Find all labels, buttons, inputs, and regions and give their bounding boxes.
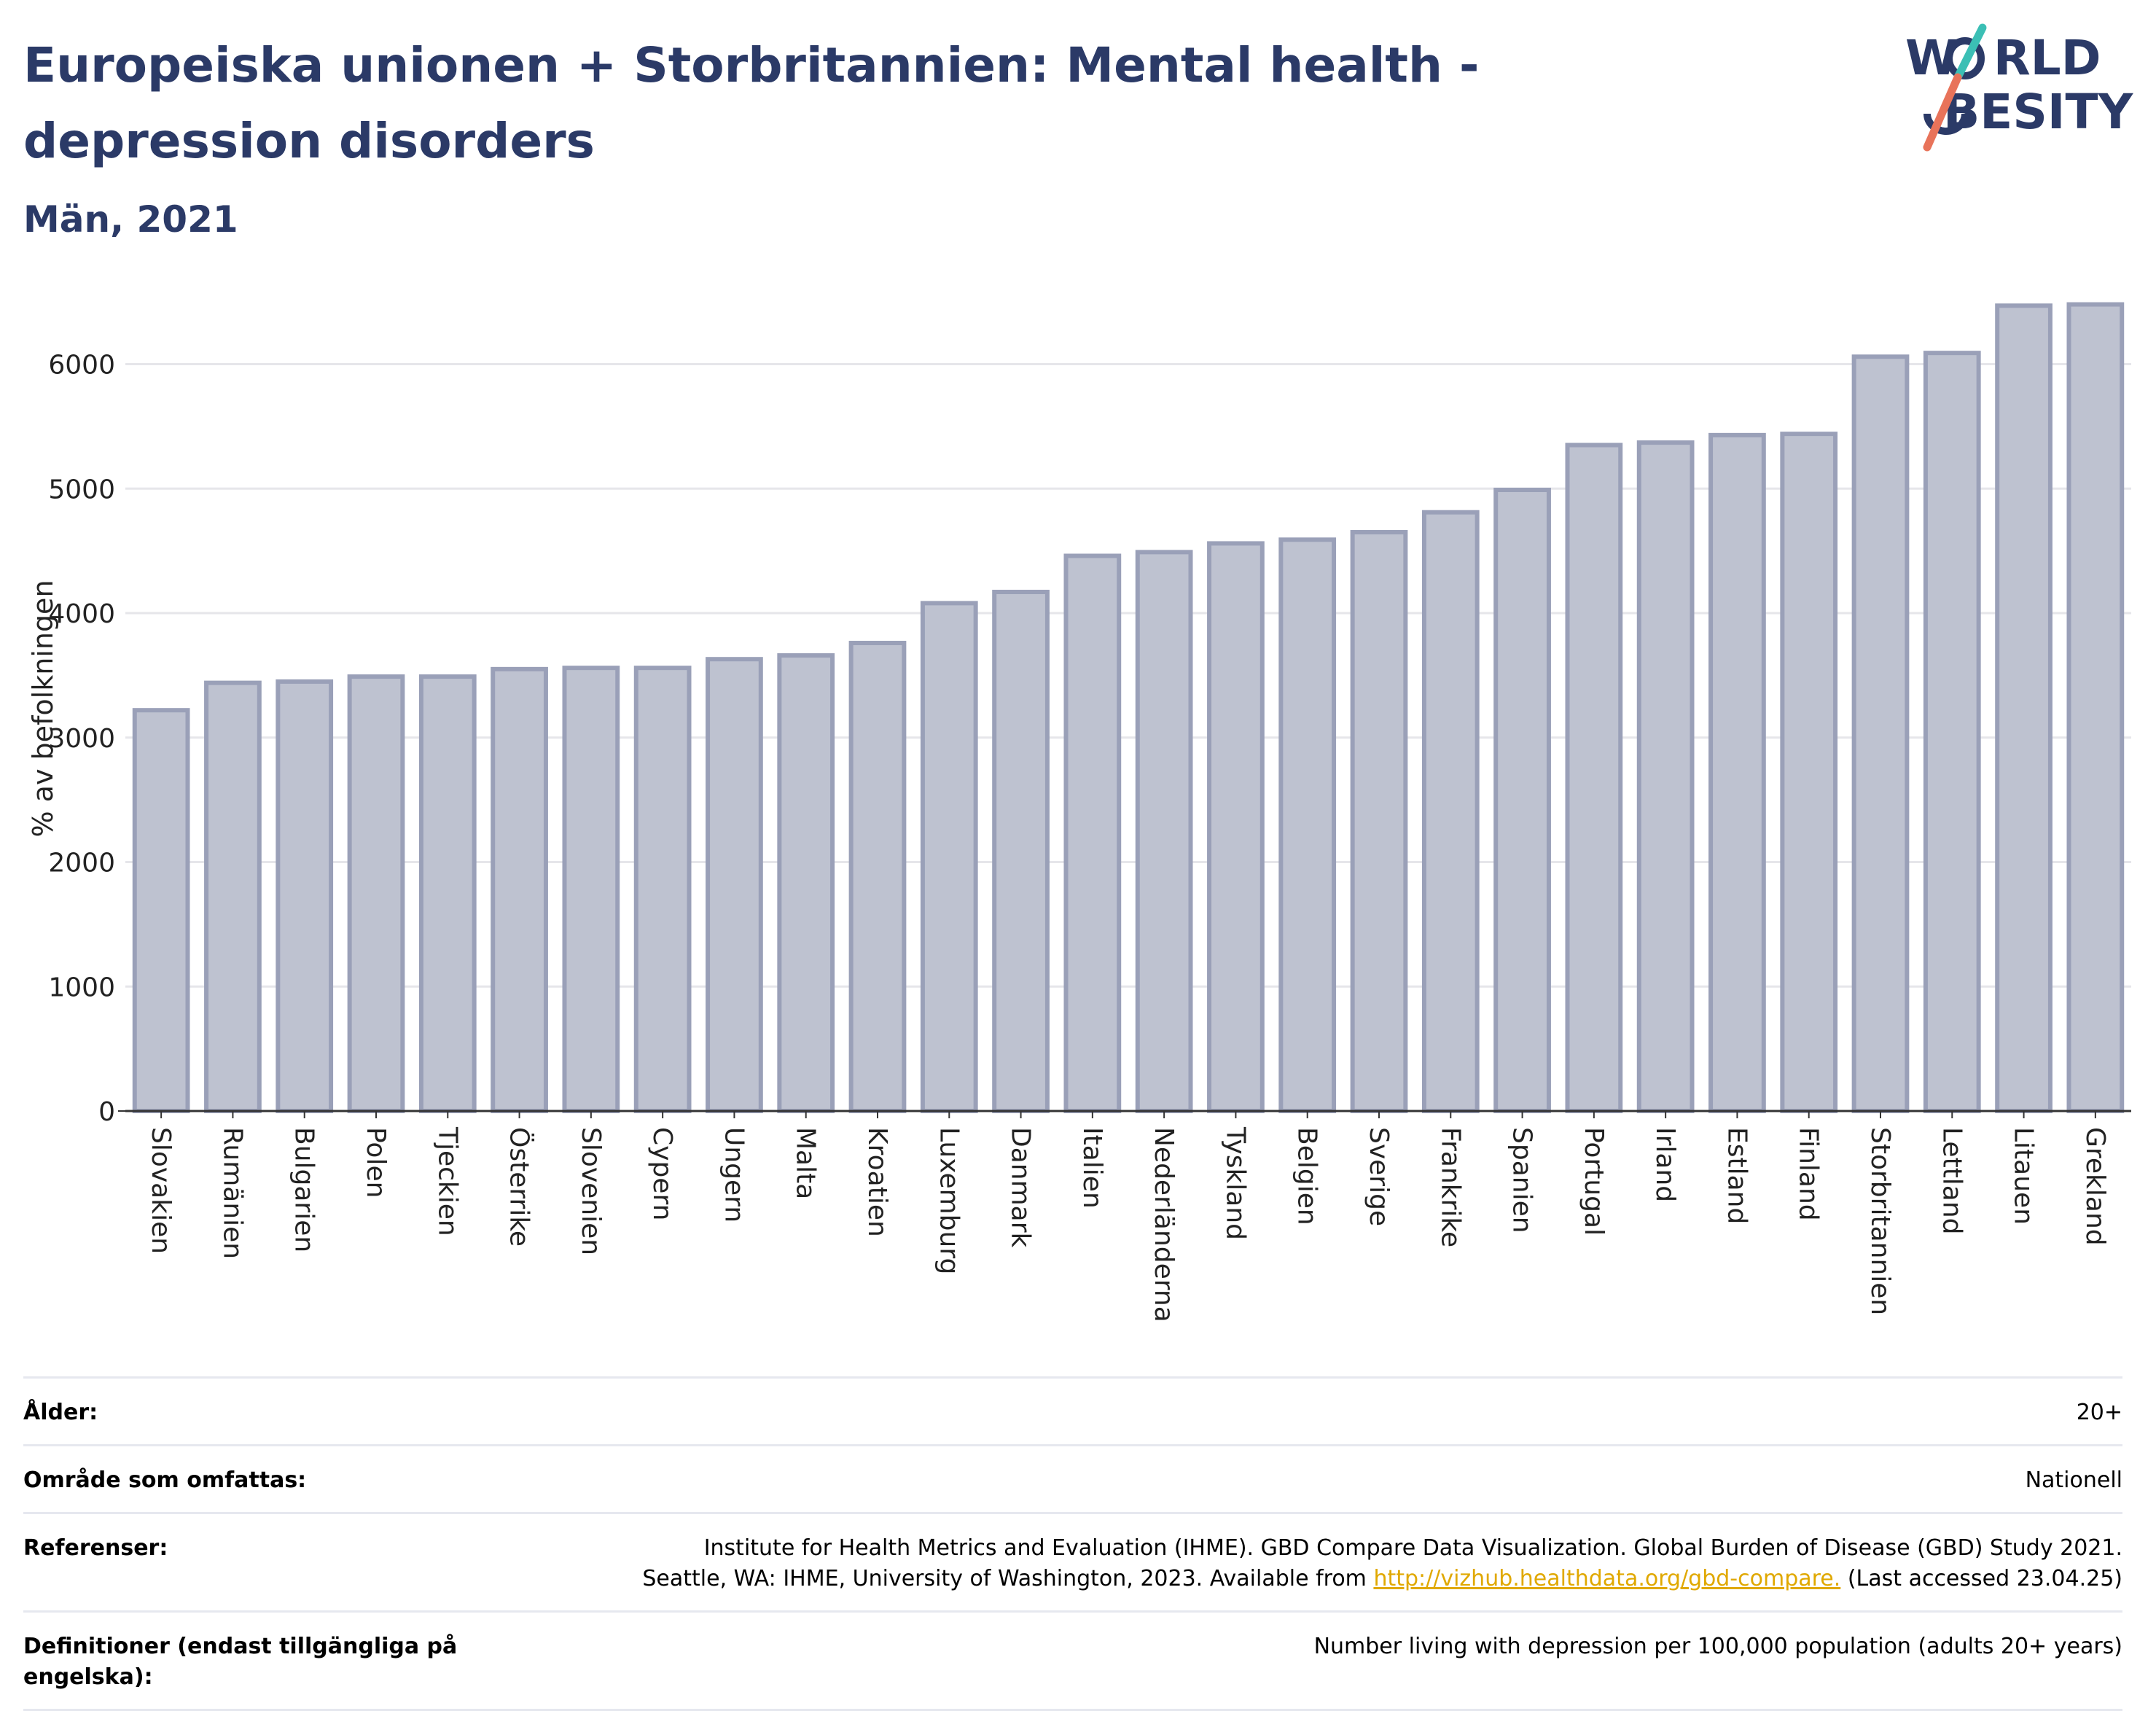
- bar-luxemburg: [920, 601, 978, 1113]
- bar-danmark: [992, 589, 1050, 1113]
- x-tick-label: Cypern: [647, 1127, 677, 1220]
- bar-grekland: [2066, 302, 2125, 1113]
- x-tick-label: Estland: [1722, 1127, 1751, 1224]
- info-row-definitions: Definitioner (endast tillgängliga på eng…: [23, 1610, 2122, 1711]
- bar-nederländerna: [1135, 550, 1193, 1113]
- reference-line-2: Seattle, WA: IHME, University of Washing…: [642, 1566, 2122, 1591]
- x-tick-label: Malta: [791, 1127, 821, 1199]
- x-tick-label: Grekland: [2080, 1127, 2110, 1246]
- logo-accent-coral: [1923, 73, 1962, 152]
- bar-estland: [1708, 432, 1766, 1113]
- y-tick-label: 6000: [48, 351, 115, 381]
- chart-subtitle: Män, 2021: [23, 198, 238, 241]
- logo-text-obesity: BESITY: [1943, 84, 2134, 140]
- x-tick-label: Litauen: [2009, 1127, 2039, 1225]
- x-tick-label: Kroatien: [862, 1127, 892, 1237]
- info-table: Ålder: 20+ Område som omfattas: Nationel…: [23, 1376, 2122, 1711]
- bar-irland: [1636, 440, 1695, 1113]
- x-tick-label: Nederländerna: [1149, 1127, 1179, 1322]
- x-tick-label: Italien: [1077, 1127, 1107, 1209]
- info-label: Område som omfattas:: [23, 1467, 307, 1493]
- reference-link[interactable]: http://vizhub.healthdata.org/gbd-compare…: [1373, 1566, 1841, 1591]
- bar-finland: [1780, 432, 1838, 1113]
- world-obesity-logo: W RLD BESITY: [1905, 23, 2134, 152]
- x-tick-label: Österrike: [504, 1127, 535, 1247]
- x-tick-label: Luxemburg: [934, 1127, 964, 1274]
- bar-italien: [1063, 553, 1122, 1113]
- bar-cypern: [633, 666, 692, 1113]
- bar-belgien: [1278, 537, 1337, 1113]
- bar-rumänien: [204, 680, 262, 1113]
- info-value: 20+: [2076, 1400, 2122, 1425]
- info-label: Referenser:: [23, 1535, 168, 1561]
- bar-slovakien: [132, 708, 190, 1113]
- x-tick-label: Frankrike: [1435, 1127, 1465, 1247]
- x-tick-label: Portugal: [1579, 1127, 1609, 1236]
- info-row-age: Ålder: 20+: [23, 1376, 2122, 1444]
- x-tick-label: Ungern: [719, 1127, 749, 1223]
- bar-slovenien: [562, 666, 620, 1113]
- bar-tyskland: [1207, 541, 1265, 1113]
- info-value: Nationell: [2025, 1467, 2122, 1493]
- logo-text-world: W RLD: [1905, 30, 2101, 86]
- info-label: Ålder:: [23, 1400, 98, 1425]
- bar-ungern: [706, 657, 763, 1113]
- info-row-area: Område som omfattas: Nationell: [23, 1444, 2122, 1512]
- x-tick-label: Storbritannien: [1865, 1127, 1895, 1315]
- bar-kroatien: [848, 640, 907, 1113]
- bar-tjeckien: [418, 674, 477, 1113]
- bar-lettland: [1923, 351, 1981, 1113]
- x-tick-label: Belgien: [1292, 1127, 1322, 1225]
- logo-accent-teal: [1953, 23, 1987, 82]
- bar-bulgarien: [276, 679, 334, 1113]
- bar-portugal: [1565, 443, 1623, 1113]
- x-tick-label: Lettland: [1937, 1127, 1966, 1235]
- bar-polen: [347, 674, 405, 1113]
- bar-österrike: [491, 666, 548, 1113]
- x-tick-label: Finland: [1794, 1127, 1824, 1221]
- bar-chart: 0 1000 2000 3000 4000 5000 6000 % av befolkning…: [27, 302, 2131, 1322]
- x-tick-label: Sverige: [1364, 1127, 1394, 1226]
- info-label: Definitioner (endast tillgängliga på eng…: [23, 1634, 458, 1690]
- info-value: Number living with depression per 100,00…: [1313, 1634, 2122, 1659]
- x-tick-label: Spanien: [1507, 1127, 1537, 1233]
- y-tick-label: 3000: [48, 724, 115, 754]
- x-tick-label: Tyskland: [1220, 1126, 1250, 1240]
- x-tick-label: Polen: [361, 1127, 391, 1198]
- info-value: Institute for Health Metrics and Evaluat…: [642, 1533, 2122, 1594]
- bar-sverige: [1350, 530, 1408, 1113]
- y-tick-label: 0: [98, 1097, 115, 1127]
- x-tick-label: Tjeckien: [432, 1126, 462, 1236]
- x-tick-label: Slovakien: [146, 1127, 176, 1254]
- y-tick-label: 2000: [48, 849, 115, 878]
- bar-litauen: [1995, 303, 2053, 1114]
- x-tick-label: Irland: [1650, 1127, 1680, 1202]
- chart-title: Europeiska unionen + Storbritannien: Men…: [23, 37, 1480, 169]
- x-tick-label: Danmark: [1006, 1127, 1036, 1248]
- bar-storbritannien: [1851, 354, 1910, 1114]
- x-tick-label: Slovenien: [576, 1127, 606, 1255]
- bar-spanien: [1493, 487, 1551, 1113]
- bar-malta: [777, 653, 835, 1113]
- y-axis-title: % av befolkningen: [27, 580, 59, 837]
- bar-frankrike: [1421, 510, 1480, 1113]
- x-tick-label: Rumänien: [217, 1127, 247, 1259]
- y-tick-label: 5000: [48, 475, 115, 504]
- info-row-references: Referenser: Institute for Health Metrics…: [23, 1512, 2122, 1610]
- y-tick-label: 4000: [48, 599, 115, 629]
- x-tick-label: Bulgarien: [289, 1127, 319, 1252]
- y-tick-label: 1000: [48, 972, 115, 1002]
- reference-line-1: Institute for Health Metrics and Evaluat…: [703, 1535, 2122, 1561]
